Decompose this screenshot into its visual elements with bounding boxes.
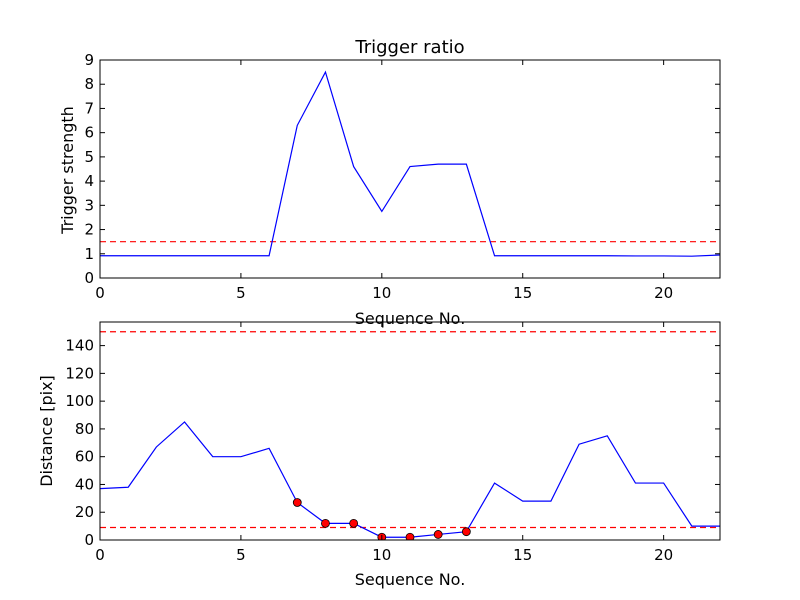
x-tick-label: 10 <box>372 546 391 564</box>
x-tick-label: 15 <box>513 546 532 564</box>
y-tick-label: 7 <box>84 99 94 117</box>
y-tick-label: 5 <box>84 148 94 166</box>
y-tick-label: 0 <box>84 269 94 287</box>
data-point-marker <box>433 530 443 539</box>
plot-area: 0 5 10 15 20 0 20 40 60 80 100 120 140 <box>65 321 721 564</box>
x-axis-label: Sequence No. <box>355 570 466 589</box>
x-tick-label: 0 <box>95 546 105 564</box>
y-tick-label: 1 <box>84 245 94 263</box>
y-tick-label: 2 <box>84 221 94 239</box>
y-tick-label: 120 <box>65 364 94 382</box>
x-tick-label: 20 <box>654 546 673 564</box>
data-point-marker <box>405 532 415 540</box>
x-tick-label: 5 <box>236 284 246 302</box>
plot-area: 0 5 10 15 20 0 1 2 3 4 5 6 7 8 9 <box>84 51 721 302</box>
x-tick-label: 20 <box>654 284 673 302</box>
y-tick-label: 4 <box>84 172 94 190</box>
x-tick-label: 5 <box>236 546 246 564</box>
x-axis-label: Sequence No. <box>355 309 466 328</box>
y-tick-label: 80 <box>75 420 94 438</box>
data-layer <box>100 331 720 540</box>
y-axis-label: Distance [pix] <box>37 375 56 487</box>
data-point-marker <box>349 518 359 528</box>
y-axis-label: Trigger strength <box>58 106 77 235</box>
chart-title: Trigger ratio <box>354 37 464 58</box>
x-tick-label: 10 <box>372 284 391 302</box>
axes-frame <box>99 321 721 541</box>
data-point-marker <box>321 518 330 528</box>
distance-chart: Sequence No. Distance [pix] 0 5 10 15 20 0 20 4… <box>37 321 721 589</box>
y-tick-label: 0 <box>84 531 94 549</box>
y-tick-label: 3 <box>84 196 94 214</box>
axes-frame <box>99 59 721 279</box>
y-tick-label: 60 <box>75 448 94 466</box>
y-tick-label: 8 <box>84 75 94 93</box>
data-point-marker <box>461 527 471 537</box>
data-point-marker <box>292 498 302 507</box>
y-tick-label: 9 <box>84 51 94 69</box>
x-tick-label: 15 <box>513 284 532 302</box>
data-layer <box>100 70 720 257</box>
series-line <box>100 70 720 257</box>
y-tick-label: 140 <box>65 337 94 355</box>
y-tick-label: 20 <box>75 503 94 521</box>
y-tick-label: 6 <box>84 124 94 142</box>
x-tick-label: 0 <box>95 284 105 302</box>
y-tick-label: 100 <box>65 392 94 410</box>
trigger-ratio-chart: Trigger ratio Sequence No. Trigger stren… <box>58 37 721 328</box>
y-tick-label: 40 <box>75 475 94 493</box>
